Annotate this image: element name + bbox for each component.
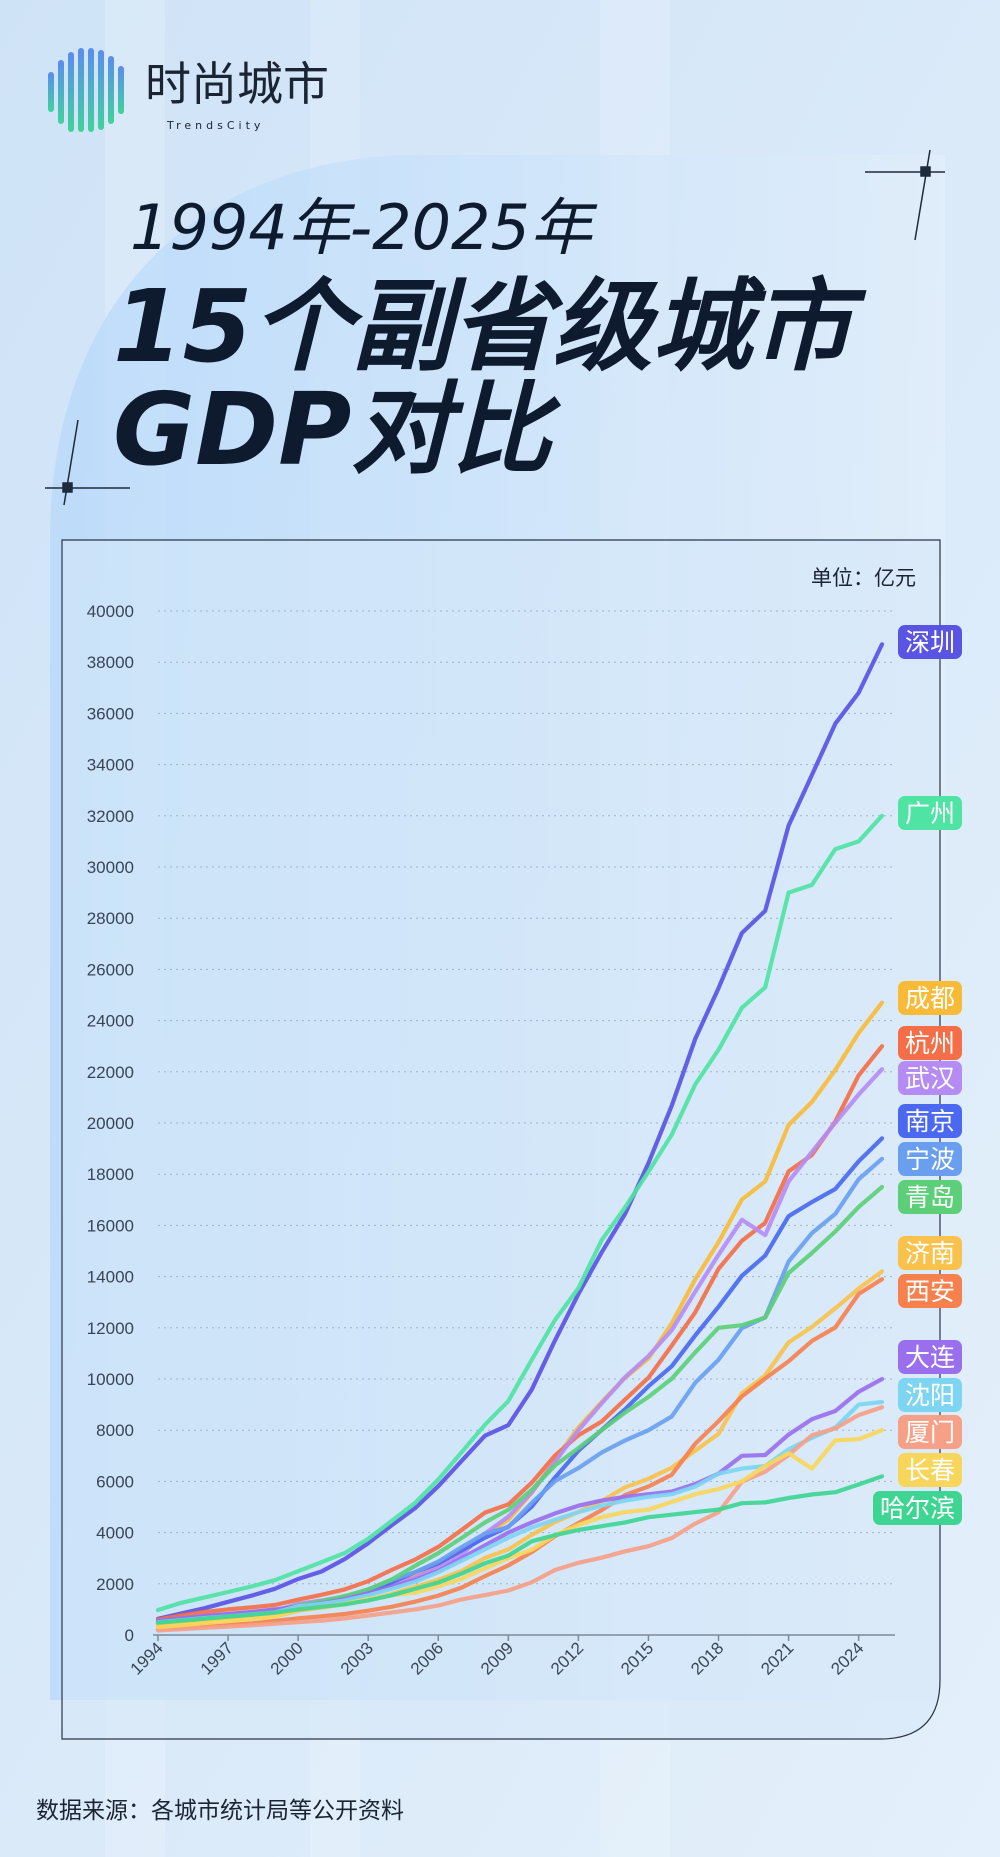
legend-entry: 济南	[898, 1236, 962, 1270]
legend-label: 深圳	[905, 628, 955, 657]
legend-label: 大连	[905, 1343, 955, 1372]
legend-label: 西安	[905, 1277, 955, 1306]
legend-badge	[898, 1236, 962, 1270]
y-tick-label: 20000	[87, 1114, 134, 1133]
legend-badge	[898, 1453, 962, 1487]
legend-entry: 西安	[898, 1274, 962, 1308]
y-tick-label: 32000	[87, 807, 134, 826]
y-tick-label: 28000	[87, 909, 134, 928]
y-tick-label: 38000	[87, 653, 134, 672]
y-tick-label: 36000	[87, 704, 134, 723]
y-tick-label: 12000	[87, 1319, 134, 1338]
crosshair	[45, 149, 945, 506]
y-tick-label: 24000	[87, 1012, 134, 1031]
legend-badge	[873, 1491, 962, 1525]
legend-entry: 厦门	[898, 1415, 962, 1449]
legend-badge	[898, 1142, 962, 1176]
series-line	[155, 1405, 885, 1633]
legend-label: 杭州	[905, 1029, 955, 1058]
y-tick-label: 30000	[87, 858, 134, 877]
title-line: 1994年-2025年	[130, 191, 598, 264]
y-tick-label: 34000	[87, 756, 134, 775]
y-tick-label: 22000	[87, 1063, 134, 1082]
legend-entry: 南京	[898, 1104, 962, 1138]
legend-badge	[898, 981, 962, 1015]
legend-entry: 沈阳	[898, 1378, 962, 1412]
unit-label: 单位：亿元	[811, 566, 916, 590]
legend-entry: 成都	[898, 981, 962, 1015]
legend-badge	[898, 1378, 962, 1412]
series-line	[155, 1474, 885, 1625]
y-tick-label: 40000	[87, 602, 134, 621]
series-line	[155, 1044, 885, 1622]
legend-label: 沈阳	[905, 1381, 955, 1410]
legend-label: 长春	[905, 1456, 955, 1485]
legend-entry: 大连	[898, 1340, 962, 1374]
legend-badge	[898, 1061, 962, 1095]
logo-subtext: TrendsCity	[166, 119, 264, 132]
legend-badge	[898, 1274, 962, 1308]
title-line: 15个副省级城市	[113, 268, 867, 385]
y-tick-label: 2000	[96, 1575, 134, 1594]
legend-entry: 武汉	[898, 1061, 962, 1095]
legend-label: 南京	[905, 1107, 955, 1136]
legend-label: 广州	[905, 799, 955, 828]
legend-badge	[898, 1180, 962, 1214]
y-tick-label: 4000	[96, 1524, 134, 1543]
legend-badge	[898, 1415, 962, 1449]
legend-label: 武汉	[905, 1064, 955, 1093]
legend-label: 厦门	[905, 1418, 955, 1447]
source-note: 数据来源：各城市统计局等公开资料	[36, 1798, 404, 1824]
legend-entry: 长春	[898, 1453, 962, 1487]
y-tick-label: 8000	[96, 1421, 134, 1440]
y-tick-label: 26000	[87, 960, 134, 979]
legend-entry: 广州	[898, 796, 962, 830]
legend-badge	[898, 1340, 962, 1374]
y-tick-label: 0	[125, 1626, 134, 1645]
legend-label: 宁波	[905, 1145, 955, 1174]
legend-label: 成都	[905, 984, 955, 1013]
y-tick-label: 6000	[96, 1472, 134, 1491]
legend-badge	[898, 1026, 962, 1060]
legend-badge	[898, 796, 962, 830]
series-line	[155, 1428, 885, 1630]
legend-badge	[898, 1104, 962, 1138]
logo-text: 时尚城市	[145, 57, 329, 111]
chart-panel	[61, 539, 941, 1740]
legend-entry: 宁波	[898, 1142, 962, 1176]
legend-entry: 杭州	[898, 1026, 962, 1060]
title-line: GDP对比	[113, 371, 561, 488]
legend-entry: 深圳	[898, 625, 962, 659]
series-line	[155, 1277, 885, 1631]
legend-entry: 哈尔滨	[873, 1491, 962, 1525]
y-tick-label: 16000	[87, 1216, 134, 1235]
logo-icon	[48, 48, 124, 132]
legend-label: 青岛	[905, 1183, 955, 1212]
series-line	[155, 813, 885, 1613]
legend-label: 哈尔滨	[880, 1494, 955, 1523]
legend-label: 济南	[905, 1239, 955, 1268]
y-tick-label: 18000	[87, 1165, 134, 1184]
y-tick-label: 10000	[87, 1370, 134, 1389]
legend-badge	[898, 625, 962, 659]
y-tick-label: 14000	[87, 1268, 134, 1287]
series-line	[155, 1376, 885, 1623]
chart: 0 2000 4000 6000 8000 10000 12000 14000 16000 180…	[87, 602, 962, 1679]
legend-entry: 青岛	[898, 1180, 962, 1214]
series-line	[155, 642, 885, 1621]
